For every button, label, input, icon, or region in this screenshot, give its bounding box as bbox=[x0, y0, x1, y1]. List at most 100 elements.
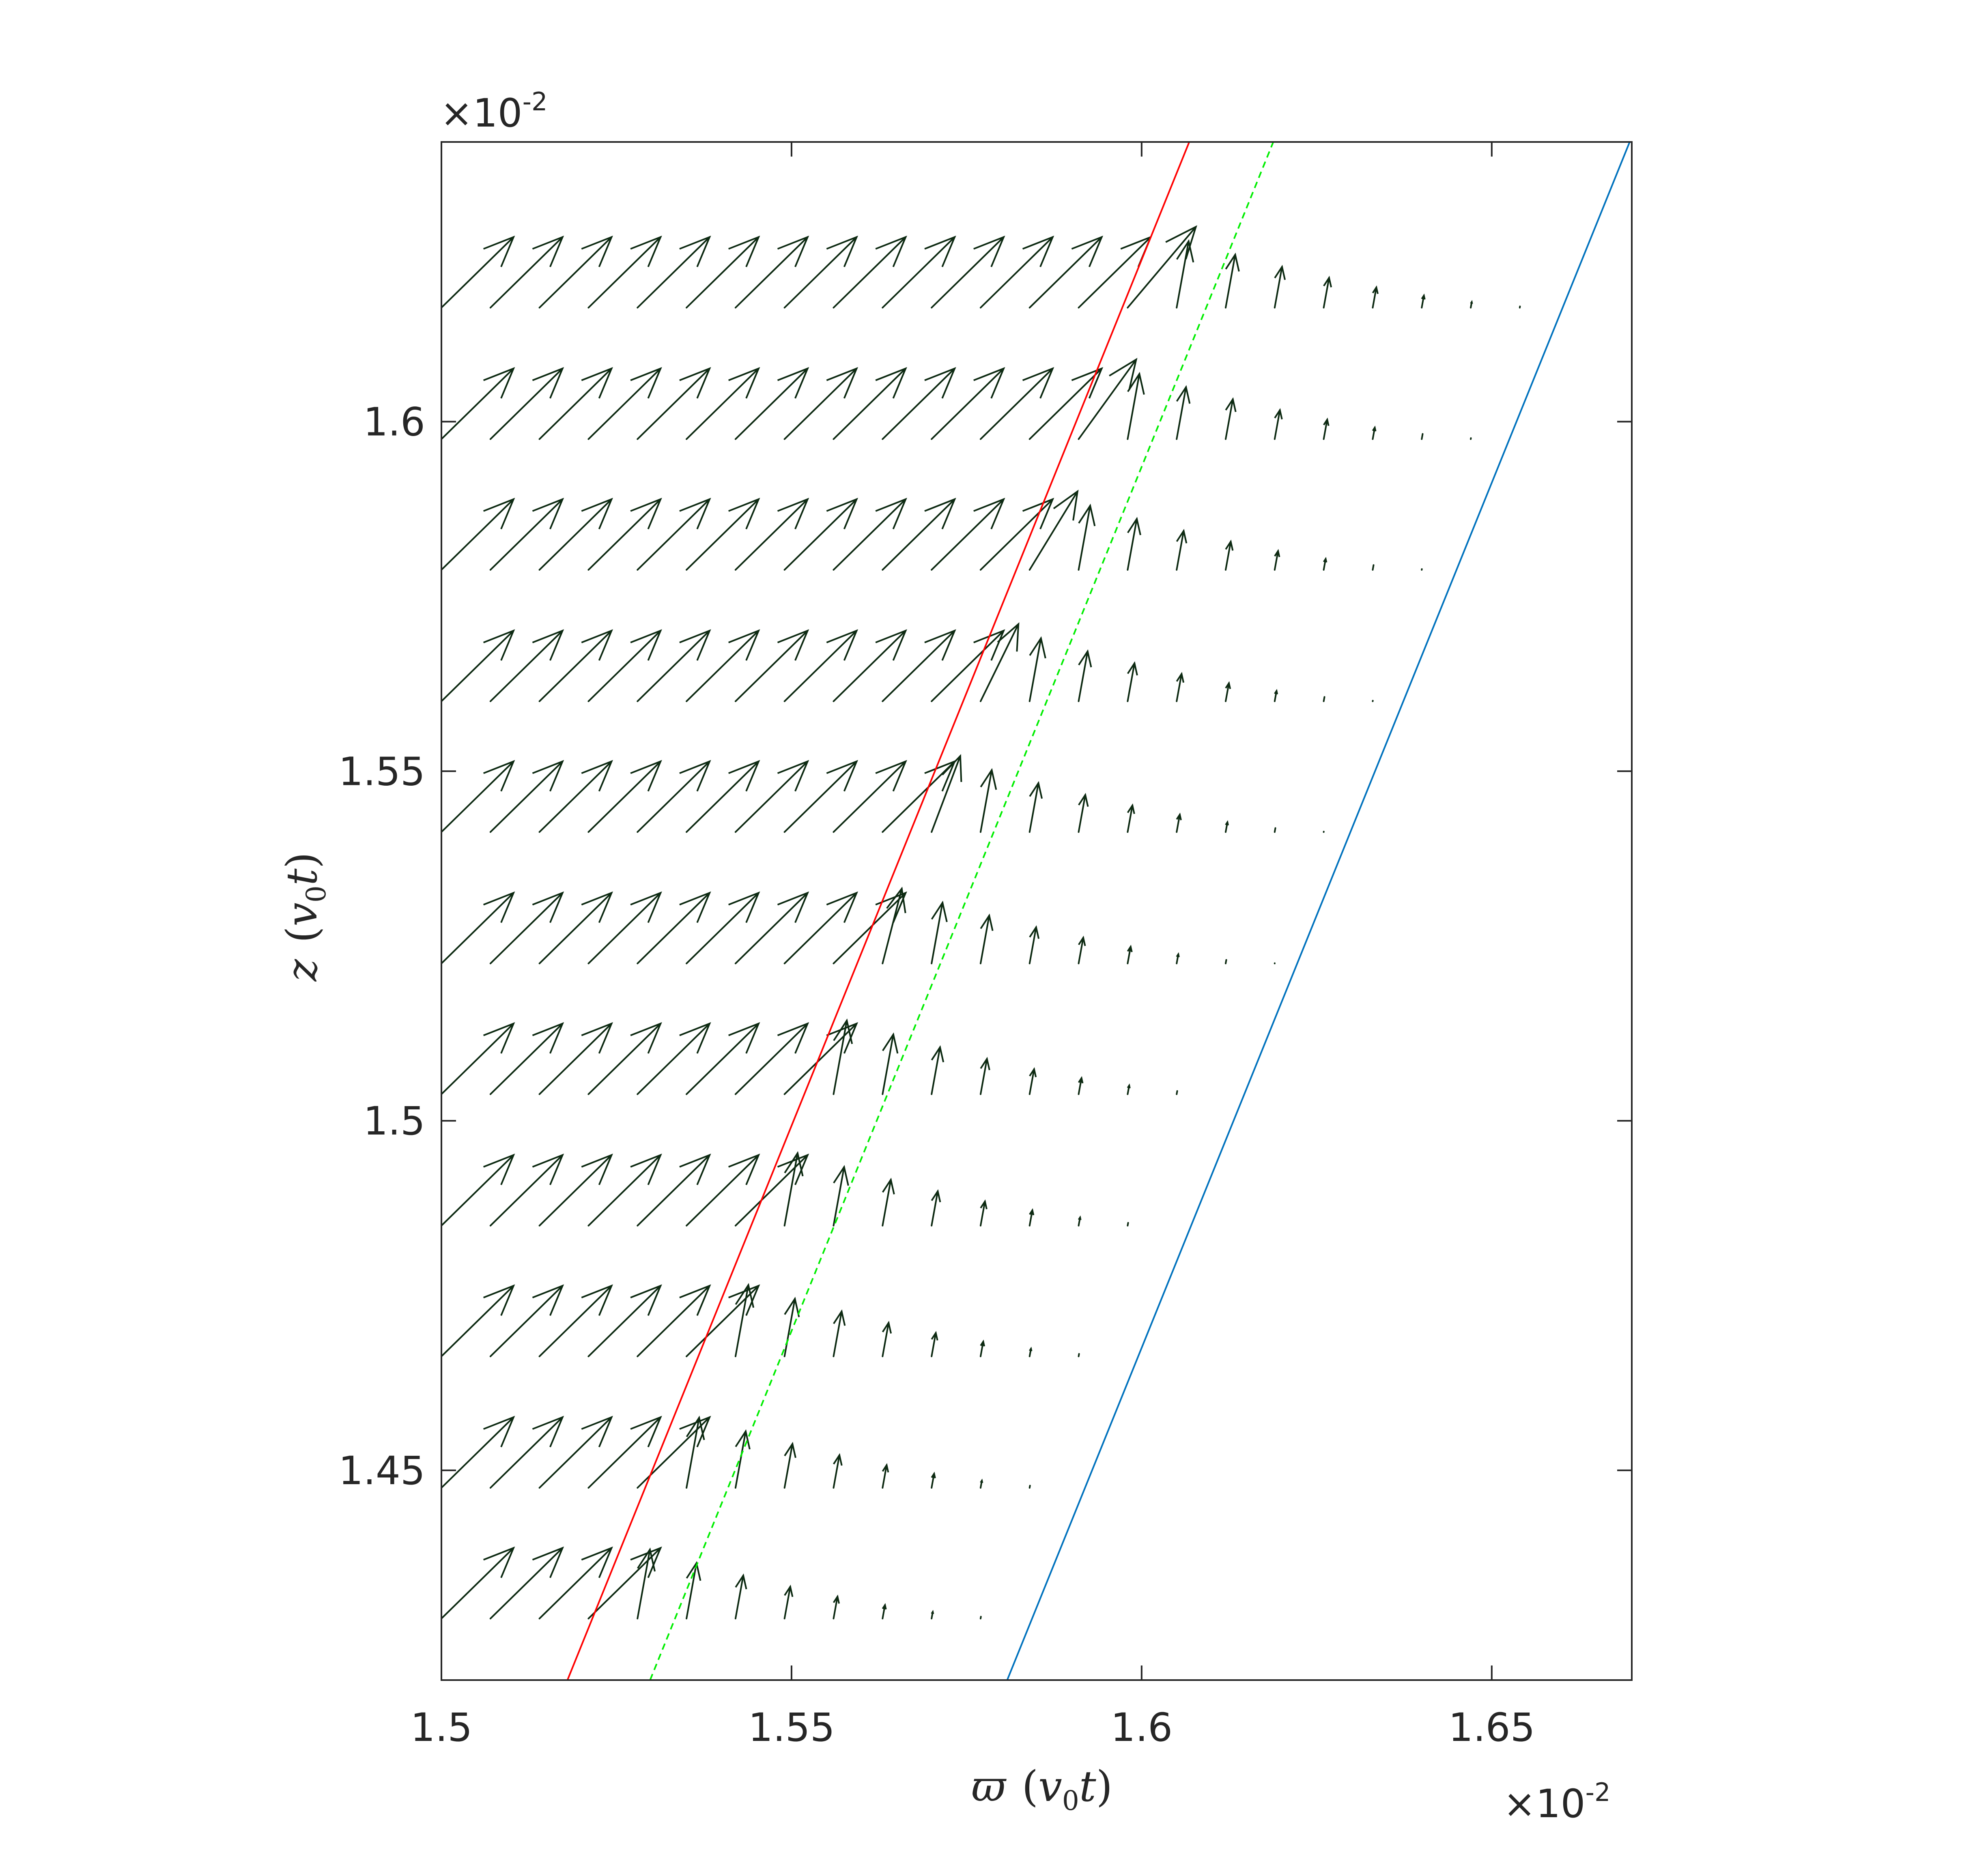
vector-arrow bbox=[783, 235, 858, 309]
vector-arrow bbox=[1176, 952, 1180, 965]
vector-arrow bbox=[637, 760, 711, 833]
x-tick-label: 1.65 bbox=[1448, 1705, 1535, 1750]
vector-arrow bbox=[783, 1584, 794, 1620]
vector-arrow bbox=[931, 1472, 936, 1489]
vector-arrow bbox=[882, 1032, 899, 1095]
vector-arrow bbox=[1127, 1083, 1131, 1095]
vector-arrow bbox=[734, 1283, 755, 1357]
vector-arrow bbox=[1421, 293, 1426, 309]
vector-arrow bbox=[489, 891, 564, 965]
vector-arrow bbox=[783, 1022, 858, 1095]
vector-arrow bbox=[783, 1151, 804, 1227]
vector-arrow bbox=[734, 1153, 809, 1227]
vector-arrow bbox=[979, 913, 994, 965]
vector-arrow bbox=[538, 1416, 613, 1489]
vector-arrow bbox=[587, 367, 662, 440]
vector-arrow bbox=[587, 1416, 662, 1489]
vector-arrow bbox=[538, 891, 613, 965]
vector-arrow bbox=[1078, 235, 1152, 309]
vector-arrow bbox=[1028, 636, 1046, 702]
vector-arrow bbox=[489, 235, 564, 309]
vector-arrow bbox=[489, 498, 564, 571]
vector-arrow bbox=[441, 1022, 515, 1095]
vector-arrow bbox=[979, 1339, 985, 1357]
y-tick-label: 1.55 bbox=[338, 749, 425, 794]
vector-arrow bbox=[441, 629, 515, 702]
vector-arrow bbox=[637, 1416, 711, 1489]
vector-arrow bbox=[931, 900, 948, 965]
x-exponent-label: ×10-2 bbox=[1503, 1777, 1610, 1827]
vector-arrow bbox=[833, 367, 907, 440]
vector-arrow bbox=[538, 1022, 613, 1095]
vector-arrow bbox=[783, 891, 858, 965]
axis-ticks: 1.5 1.55 1.6 1.65 1.45 1.5 1.55 1.6 bbox=[338, 142, 1632, 1750]
vector-arrow bbox=[1078, 358, 1138, 440]
vector-arrow bbox=[882, 1603, 887, 1620]
vector-arrow bbox=[1127, 517, 1141, 571]
vector-arrow bbox=[833, 1018, 853, 1095]
vector-arrow bbox=[587, 760, 662, 833]
vector-arrow bbox=[734, 1022, 809, 1095]
vector-field bbox=[441, 225, 1521, 1620]
vector-arrow bbox=[538, 760, 613, 833]
vector-arrow bbox=[882, 886, 906, 965]
vector-arrow bbox=[1323, 696, 1325, 702]
vector-arrow bbox=[1028, 1208, 1035, 1227]
vector-arrow bbox=[441, 367, 515, 440]
vector-arrow bbox=[1127, 372, 1145, 440]
vector-arrow bbox=[587, 1022, 662, 1095]
vector-arrow bbox=[783, 629, 858, 702]
x-axis-label: ϖ (v0t) bbox=[971, 1762, 1113, 1816]
vector-arrow bbox=[882, 629, 956, 702]
vector-arrow bbox=[1323, 557, 1327, 571]
vector-arrow bbox=[441, 1284, 515, 1357]
vector-arrow bbox=[686, 760, 760, 833]
vector-arrow bbox=[637, 1022, 711, 1095]
vector-arrow bbox=[1078, 649, 1092, 702]
vector-arrow bbox=[783, 1442, 796, 1489]
vector-arrow bbox=[587, 1546, 662, 1620]
vector-arrow bbox=[833, 1453, 843, 1489]
vector-arrow bbox=[1028, 367, 1104, 440]
vector-arrow bbox=[979, 1057, 990, 1095]
vector-arrow bbox=[734, 1429, 751, 1489]
vector-arrow bbox=[734, 235, 809, 309]
x-tick-label: 1.6 bbox=[1111, 1705, 1173, 1750]
boundary-lines bbox=[566, 142, 1631, 1680]
vector-arrow bbox=[637, 235, 711, 309]
vector-arrow bbox=[1127, 225, 1197, 309]
vector-arrow bbox=[882, 760, 956, 833]
vector-arrow bbox=[931, 754, 962, 833]
vector-arrow bbox=[489, 629, 564, 702]
vector-arrow bbox=[783, 1296, 800, 1357]
vector-arrow bbox=[833, 629, 907, 702]
vector-arrow bbox=[833, 235, 907, 309]
vector-arrow bbox=[882, 1178, 895, 1227]
vector-arrow bbox=[1274, 689, 1278, 702]
boundary-line-3 bbox=[1006, 142, 1631, 1680]
vector-arrow bbox=[1028, 1067, 1037, 1095]
vector-arrow bbox=[489, 1022, 564, 1095]
vector-arrow bbox=[587, 629, 662, 702]
vector-arrow bbox=[979, 622, 1020, 702]
vector-arrow bbox=[686, 891, 760, 965]
vector-arrow bbox=[931, 1045, 945, 1095]
vector-arrow bbox=[441, 1546, 515, 1620]
vector-arrow bbox=[441, 760, 515, 833]
vector-arrow bbox=[833, 1165, 849, 1227]
vector-arrow bbox=[489, 1153, 564, 1227]
plot-frame bbox=[441, 141, 1633, 1681]
vector-arrow bbox=[587, 1284, 662, 1357]
vector-arrow bbox=[538, 1153, 613, 1227]
vector-arrow bbox=[734, 498, 809, 571]
vector-arrow bbox=[1176, 239, 1194, 309]
vector-arrow bbox=[1224, 820, 1229, 833]
vector-arrow bbox=[734, 760, 809, 833]
vector-arrow bbox=[686, 235, 760, 309]
boundary-line-2 bbox=[649, 142, 1274, 1680]
vector-arrow bbox=[441, 235, 515, 309]
vector-arrow bbox=[979, 768, 997, 833]
vector-arrow bbox=[882, 235, 956, 309]
vector-arrow bbox=[1224, 681, 1231, 702]
vector-arrow bbox=[1028, 1346, 1033, 1357]
